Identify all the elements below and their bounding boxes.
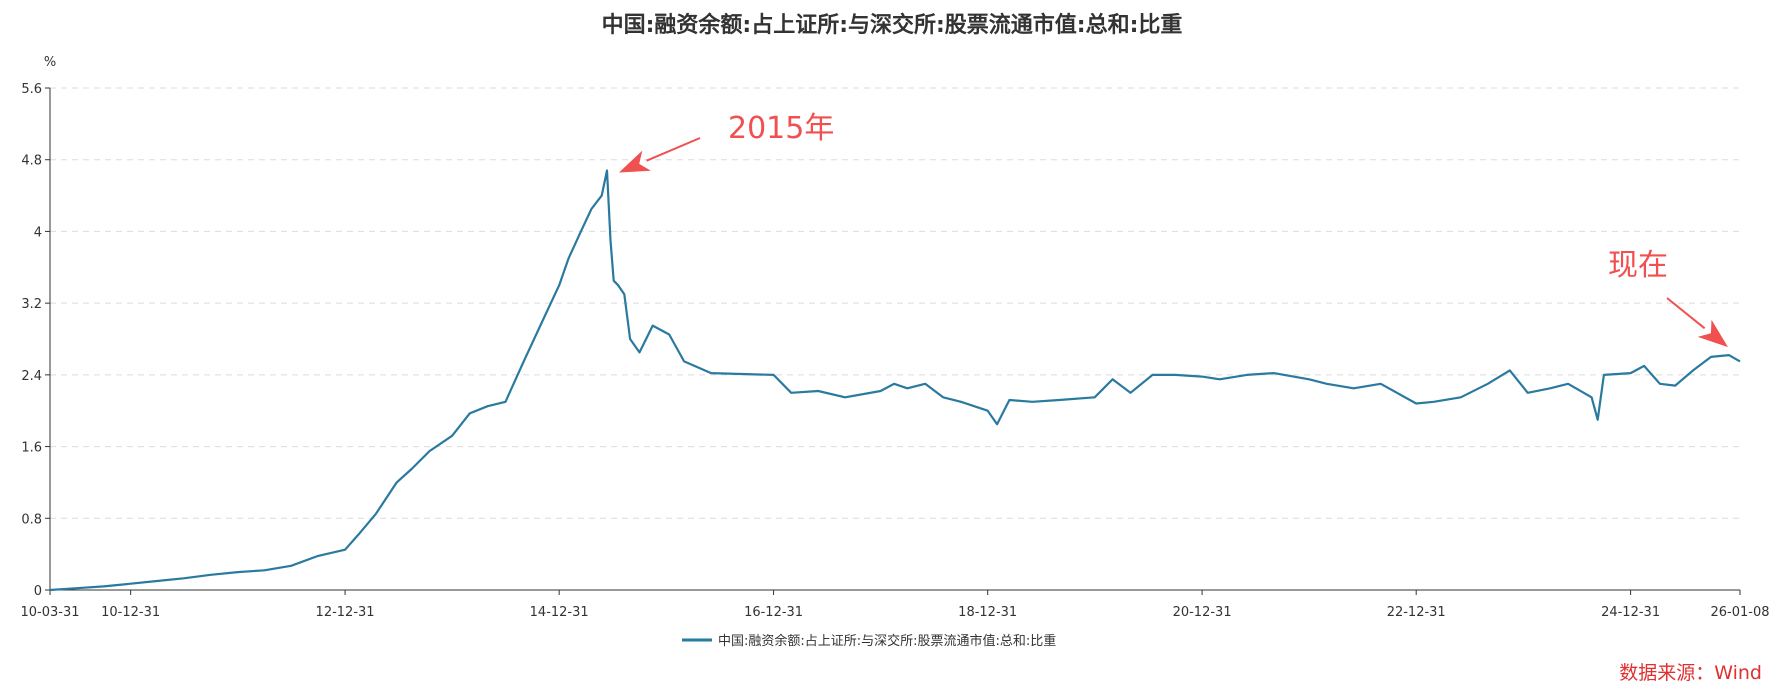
x-tick-label: 18-12-31 [958, 605, 1017, 620]
annotation-arrow-shaft [1666, 297, 1706, 330]
y-tick-label: 1.6 [21, 441, 42, 456]
series-line [49, 169, 1741, 592]
annotation-arrow-head [619, 150, 651, 173]
x-tick-label: 22-12-31 [1387, 605, 1446, 620]
grid-lines [50, 87, 1740, 519]
y-tick-label: 4 [34, 225, 42, 240]
y-tick-label: 0.8 [21, 512, 42, 527]
x-tick-label: 14-12-31 [530, 605, 589, 620]
annotation-arrow-shaft [646, 137, 701, 162]
x-tick-label: 16-12-31 [744, 605, 803, 620]
x-tick-label: 26-01-08 [1710, 605, 1769, 620]
x-axis: 10-03-31 10-12-31 12-12-31 14-12-31 16-12-31… [20, 589, 1770, 620]
annotation-arrow-head [1697, 319, 1728, 348]
legend: 中国:融资余额:占上证所:与深交所:股票流通市值:总和:比重 [682, 633, 1056, 649]
x-tick-label: 20-12-31 [1173, 605, 1232, 620]
y-tick-label: 3.2 [21, 297, 42, 312]
y-tick-label: 4.8 [21, 154, 42, 169]
x-tick-label: 10-12-31 [101, 605, 160, 620]
annotation-label: 现在 [1608, 248, 1668, 283]
data-source: 数据来源：Wind [1619, 662, 1762, 684]
legend-label: 中国:融资余额:占上证所:与深交所:股票流通市值:总和:比重 [718, 633, 1056, 649]
x-tick-label: 24-12-31 [1601, 605, 1660, 620]
y-axis-ticks: 0 0.8 1.6 2.4 3.2 4 4.8 5.6 [21, 82, 51, 599]
annotation-label: 2015年 [728, 111, 834, 146]
x-tick-label: 10-03-31 [20, 605, 79, 620]
y-tick-label: 2.4 [21, 369, 42, 384]
x-tick-label: 12-12-31 [316, 605, 375, 620]
y-tick-label: 0 [34, 584, 42, 599]
y-tick-label: 5.6 [21, 82, 42, 97]
chart-title: 中国:融资余额:占上证所:与深交所:股票流通市值:总和:比重 [602, 12, 1183, 38]
y-unit-label: % [44, 55, 56, 70]
